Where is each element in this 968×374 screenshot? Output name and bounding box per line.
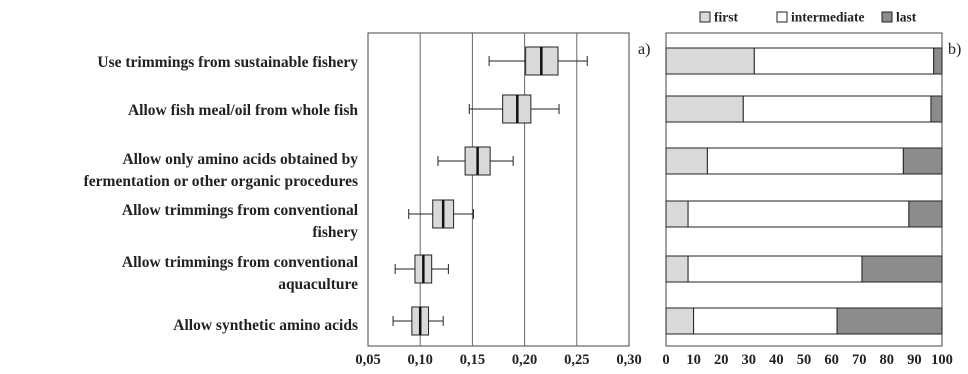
bar-first-0	[665, 47, 755, 75]
category-label: Use trimmings from sustainable fishery	[97, 54, 358, 71]
x-tick-label: 0,25	[564, 352, 589, 368]
panel-label-a: a)	[638, 41, 650, 58]
bar-intermediate-4	[687, 255, 863, 283]
x-tick-label: 0	[662, 352, 669, 368]
box-5	[392, 306, 444, 336]
box-2	[437, 146, 514, 176]
panel-b-stacked-bars: 0 10 20 30 40 50 60 70 80 90 100 b)	[662, 32, 961, 368]
bar-last-5	[836, 307, 943, 335]
bar-last-4	[861, 255, 943, 283]
x-tick-label: 0,30	[616, 352, 641, 368]
box-4	[394, 254, 449, 284]
bar-last-1	[930, 95, 943, 123]
bar-intermediate-5	[693, 307, 838, 335]
bar-intermediate-1	[742, 95, 932, 123]
category-label: aquaculture	[278, 276, 358, 293]
bar-first-4	[665, 255, 689, 283]
x-tick-label: 90	[907, 352, 922, 368]
x-tick-label: 10	[686, 352, 701, 368]
category-label: Allow trimmings from conventional	[122, 254, 359, 271]
x-tick-label: 0,10	[408, 352, 433, 368]
x-tick-label: 40	[769, 352, 784, 368]
legend-swatch-last	[881, 11, 893, 23]
bar-intermediate-3	[687, 200, 910, 228]
bar-first-3	[665, 200, 689, 228]
bar-intermediate-2	[706, 147, 904, 175]
category-label: Allow fish meal/oil from whole fish	[128, 102, 358, 119]
panel-label-b: b)	[948, 41, 961, 58]
category-label: Allow synthetic amino acids	[173, 317, 358, 334]
category-label: Allow only amino acids obtained by	[122, 151, 358, 168]
legend-label-first: first	[714, 10, 738, 25]
x-tick-label: 0,15	[460, 352, 485, 368]
legend: first intermediate last	[699, 10, 917, 25]
plot-area-b	[665, 32, 943, 347]
x-tick-label: 50	[797, 352, 812, 368]
category-label: Allow trimmings from conventional	[122, 202, 359, 219]
bar-first-5	[665, 307, 695, 335]
x-tick-label: 80	[880, 352, 895, 368]
x-tick-label: 30	[742, 352, 757, 368]
box-1	[468, 94, 560, 124]
box-0	[488, 46, 588, 76]
bar-last-3	[908, 200, 943, 228]
panel-a-boxplot: 0,05 0,10 0,15 0,20 0,25 0,30 a)	[355, 32, 650, 368]
category-label: fermentation or other organic procedures	[84, 173, 358, 190]
x-tick-label: 0,05	[355, 352, 380, 368]
bar-first-2	[665, 147, 708, 175]
plot-area-a	[367, 32, 630, 347]
x-tick-label: 20	[714, 352, 729, 368]
bar-first-1	[665, 95, 744, 123]
x-tick-label: 0,20	[512, 352, 537, 368]
box-3	[408, 199, 474, 229]
category-labels: Use trimmings from sustainable fishery Al…	[84, 54, 359, 334]
legend-label-last: last	[896, 10, 917, 25]
x-tick-label: 100	[931, 352, 953, 368]
x-tick-label: 60	[824, 352, 839, 368]
bar-intermediate-0	[753, 47, 935, 75]
bar-last-2	[902, 147, 943, 175]
legend-swatch-intermediate	[776, 11, 788, 23]
bar-last-0	[933, 47, 943, 75]
category-label: fishery	[312, 224, 358, 241]
legend-swatch-first	[699, 11, 711, 23]
legend-label-intermediate: intermediate	[791, 10, 864, 25]
x-tick-label: 70	[852, 352, 867, 368]
